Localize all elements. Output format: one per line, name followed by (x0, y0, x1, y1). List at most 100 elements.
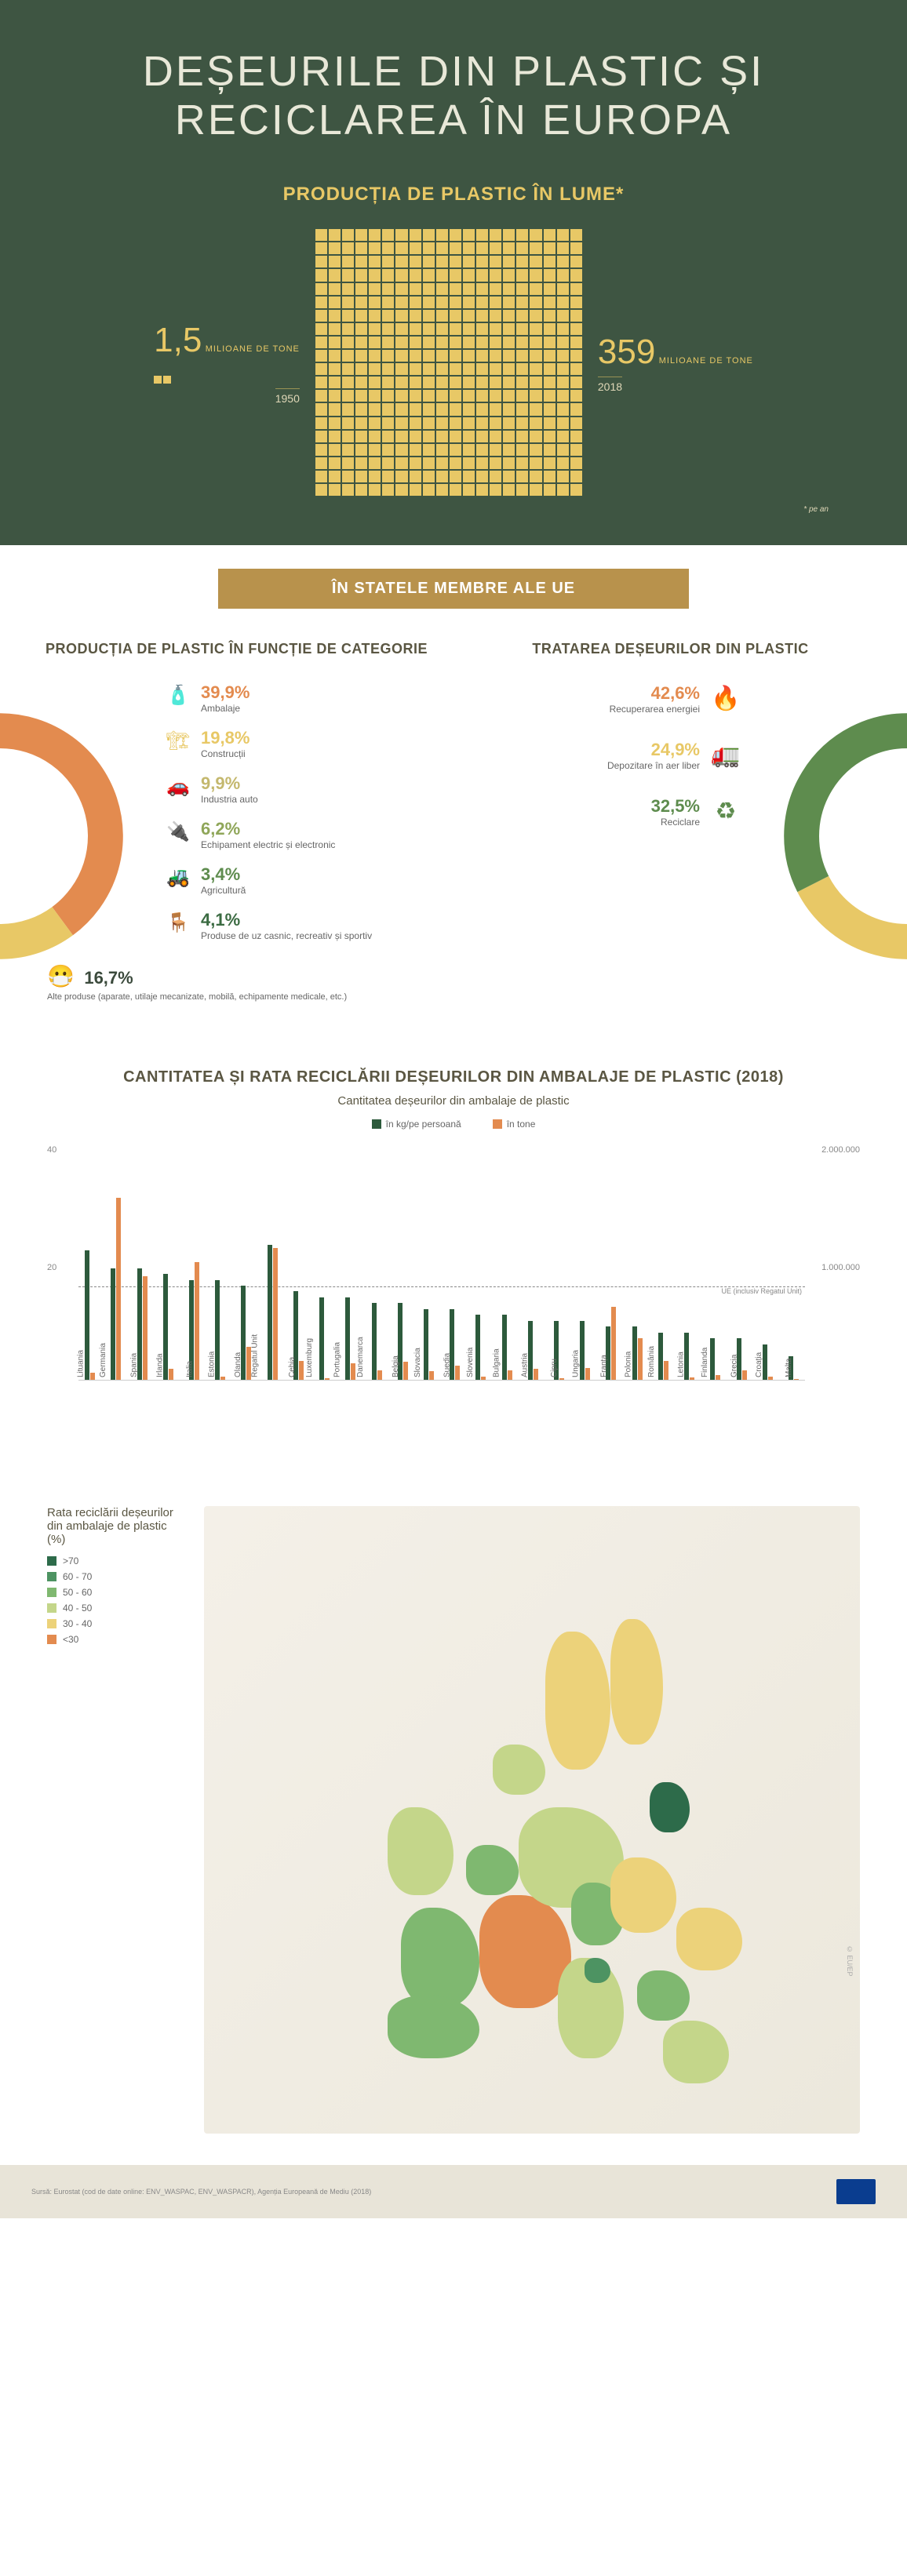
right-unit: MILIOANE DE TONE (659, 356, 753, 366)
country-label: Cehia (288, 1356, 297, 1377)
y-axis-right: 2.000.0001.000.000 (805, 1145, 860, 1381)
country-label: Franța (600, 1355, 609, 1377)
cat-label: Industria auto (201, 794, 258, 805)
country-shape (610, 1857, 676, 1933)
bar-group: Italia (183, 1145, 206, 1380)
bar-group: Lituania (78, 1145, 101, 1380)
legend-label: <30 (63, 1634, 78, 1645)
legend-label: 50 - 60 (63, 1587, 92, 1598)
treat-pct: 42,6% (651, 683, 700, 703)
country-label: Germania (99, 1343, 107, 1377)
legend-swatch (47, 1572, 56, 1581)
bar-group: Danemarca (365, 1145, 388, 1380)
country-label: Polonia (625, 1351, 633, 1377)
cat-icon: 🔌 (165, 819, 191, 846)
country-shape (545, 1632, 611, 1770)
map-legend-item: 40 - 50 (47, 1603, 188, 1614)
cat-icon: 🚗 (165, 773, 191, 800)
country-label: Slovenia (466, 1347, 475, 1377)
bar-group: Malta (782, 1145, 805, 1380)
country-label: Croația (755, 1352, 763, 1377)
right-year: 2018 (598, 377, 622, 393)
legend-swatch (47, 1556, 56, 1566)
country-label: România (647, 1346, 656, 1377)
cat-label: Agricultură (201, 885, 246, 896)
legend-kg: în kg/pe persoană (386, 1119, 461, 1130)
cat-label: Construcții (201, 748, 250, 759)
map-legend-item: >70 (47, 1555, 188, 1566)
country-label: Irlanda (156, 1353, 165, 1377)
cat-pct: 3,4% (201, 864, 240, 884)
country-label: Bulgaria (493, 1348, 501, 1377)
cat-pct: 6,2% (201, 819, 240, 839)
bar-group: Cipru (548, 1145, 570, 1380)
country-label: Malta (784, 1358, 792, 1377)
eu-band: ÎN STATELE MEMBRE ALE UE (218, 569, 689, 609)
cat-pct: 39,9% (201, 682, 250, 702)
country-label: Portugalia (333, 1342, 341, 1377)
country-label: Italia (186, 1360, 195, 1377)
bars-area: LituaniaGermaniaSpaniaIrlandaItaliaEston… (78, 1145, 805, 1381)
treat-title: TRATAREA DEȘEURILOR DIN PLASTIC (465, 640, 876, 658)
country-shape (388, 1996, 479, 2058)
country-shape (388, 1807, 454, 1895)
bar-group: Slovenia (469, 1145, 492, 1380)
bar-group: Bulgaria (496, 1145, 519, 1380)
treat-item: 24,9%Depozitare în aer liber🚛 (465, 739, 742, 772)
other-pct: 16,7% (84, 968, 133, 988)
country-shape (401, 1908, 479, 2008)
prod-right: 359 MILIOANE DE TONE 2018 (598, 333, 753, 393)
footnote: * pe an (31, 505, 876, 514)
country-label: Cipru (550, 1359, 559, 1377)
country-shape (493, 1745, 545, 1795)
treat-pct: 32,5% (651, 796, 700, 816)
cat-label: Echipament electric și electronic (201, 839, 335, 850)
bar-group: Croația (756, 1145, 779, 1380)
cat-item: 🏗 19,8%Construcții (165, 728, 442, 759)
sec3-subtitle: Cantitatea deșeurilor din ambalaje de pl… (47, 1094, 860, 1108)
legend-kg-swatch (372, 1119, 381, 1129)
sec3-title: CANTITATEA ȘI RATA RECICLĂRII DEȘEURILOR… (47, 1066, 860, 1088)
treat-icon: 🚛 (709, 739, 742, 772)
prod-left: 1,5 MILIOANE DE TONE 1950 (154, 321, 300, 405)
bar-group: Germania (104, 1145, 127, 1380)
production-title: PRODUCȚIA DE PLASTIC ÎN LUME* (31, 184, 876, 206)
map-legend-item: 30 - 40 (47, 1618, 188, 1629)
country-label: Letonia (676, 1352, 685, 1377)
bar-group: Belgia (392, 1145, 414, 1380)
map-legend-item: 50 - 60 (47, 1587, 188, 1598)
other-label: Alte produse (aparate, utilaje mecanizat… (47, 992, 347, 1002)
cat-item: 🔌 6,2%Echipament electric și electronic (165, 819, 442, 850)
left-year: 1950 (275, 388, 300, 405)
cat-icon: 🚜 (165, 864, 191, 891)
treat-label: Recuperarea energiei (610, 704, 700, 715)
country-label: Slovacia (414, 1348, 423, 1377)
cat-item: 🚗9,9%Industria auto (165, 773, 442, 805)
small-squares-left (154, 376, 171, 384)
cat-pct: 19,8% (201, 728, 250, 748)
cat-label: Produse de uz casnic, recreativ și sport… (201, 930, 372, 941)
bar-group: România (652, 1145, 675, 1380)
treat-label: Depozitare în aer liber (607, 760, 700, 771)
bar-group: Franța (599, 1145, 622, 1380)
legend-swatch (47, 1588, 56, 1597)
cat-item: 🧴39,9%Ambalaje (165, 682, 442, 714)
cat-title: PRODUCȚIA DE PLASTIC ÎN FUNCȚIE DE CATEG… (31, 640, 442, 658)
country-label: Olanda (234, 1352, 242, 1377)
cat-item: 🚜 3,4%Agricultură (165, 864, 442, 896)
legend-tone-swatch (493, 1119, 502, 1129)
y-axis-left: 4020 (47, 1145, 78, 1381)
country-label: Ungaria (571, 1350, 580, 1377)
country-shape (663, 2021, 729, 2083)
donut-left (0, 711, 126, 962)
production-row: 1,5 MILIOANE DE TONE 1950 359 MILIOANE D… (31, 229, 876, 496)
map-legend: >70 60 - 70 50 - 60 40 - 50 30 - 40 <30 (47, 1555, 188, 1645)
bar-group: Ungaria (574, 1145, 596, 1380)
map-legend-item: 60 - 70 (47, 1571, 188, 1582)
cat-icon: 🏗 (165, 728, 191, 755)
treat-item: 42,6%Recuperarea energiei 🔥 (465, 682, 742, 715)
treat-icon: 🔥 (709, 682, 742, 715)
bar-group: Letonia (678, 1145, 701, 1380)
legend-label: 60 - 70 (63, 1571, 92, 1582)
other-icon: 😷 (47, 964, 75, 988)
